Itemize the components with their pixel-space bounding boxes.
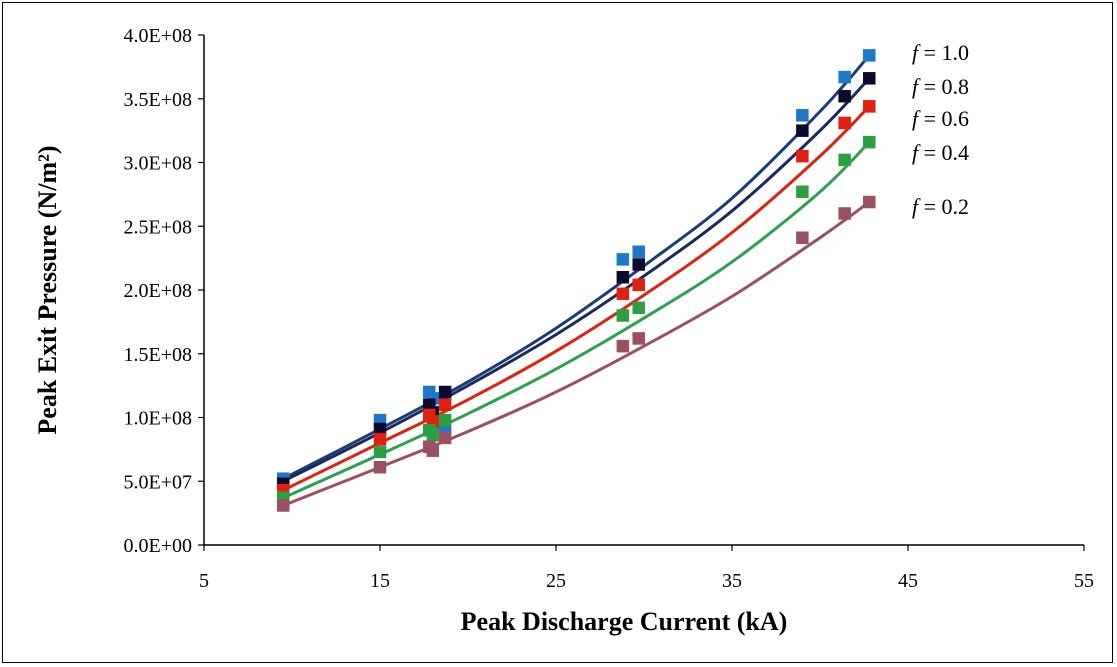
data-point	[632, 301, 645, 315]
legend-label: f = 1.0	[912, 40, 969, 65]
data-point	[373, 432, 387, 446]
data-point	[838, 153, 851, 167]
data-point	[838, 89, 851, 103]
data-point	[438, 385, 452, 399]
y-axis-title: Peak Exit Pressure (N/m²)	[33, 145, 62, 434]
data-point	[863, 195, 876, 209]
data-point	[796, 231, 809, 244]
x-tick-label: 45	[898, 570, 918, 592]
data-point	[616, 253, 630, 266]
data-point	[863, 100, 876, 113]
data-point	[426, 429, 440, 442]
x-tick-label: 15	[370, 570, 390, 592]
data-point	[796, 185, 809, 199]
legend-label: f = 0.2	[912, 194, 969, 219]
y-tick-label: 1.0E+08	[124, 408, 193, 430]
data-point	[863, 72, 876, 85]
data-point	[373, 460, 387, 474]
data-point	[438, 398, 452, 411]
y-tick-label: 2.0E+08	[124, 280, 193, 302]
fit-line	[282, 54, 871, 481]
y-tick-label: 3.0E+08	[124, 153, 193, 175]
data-point	[632, 258, 645, 271]
legend-label: f = 0.8	[912, 74, 969, 99]
data-point	[616, 309, 630, 322]
data-point	[796, 149, 809, 163]
x-axis-title: Peak Discharge Current (kA)	[461, 607, 788, 636]
legend-label: f = 0.6	[912, 106, 969, 131]
data-point	[632, 245, 645, 258]
legend: f = 1.0 f = 0.8 f = 0.6 f = 0.4 f = 0.2	[912, 40, 969, 219]
fit-line	[282, 141, 871, 500]
data-point	[616, 339, 630, 353]
data-point	[796, 124, 809, 137]
data-point	[838, 70, 851, 84]
data-point	[863, 49, 876, 62]
data-point	[863, 135, 876, 149]
data-point	[426, 444, 440, 457]
y-tick-label: 2.5E+08	[124, 216, 193, 238]
data-point	[796, 109, 809, 122]
y-tick-label: 5.0E+07	[124, 471, 193, 493]
y-tick-label: 0.0E+00	[124, 535, 193, 557]
data-point	[632, 332, 645, 345]
y-tick-label: 1.5E+08	[124, 344, 193, 366]
data-point	[838, 207, 851, 220]
fit-line	[282, 77, 871, 483]
data-point	[276, 499, 290, 512]
data-point	[616, 271, 630, 284]
fit-lines	[282, 54, 871, 507]
y-tick-label: 4.0E+08	[124, 25, 193, 47]
data-point	[373, 445, 387, 459]
x-tick-label: 35	[722, 570, 742, 592]
x-tick-label: 25	[546, 570, 566, 592]
data-point	[616, 287, 630, 301]
y-tick-label: 3.5E+08	[124, 89, 193, 111]
data-point	[632, 278, 645, 292]
x-tick-label: 55	[1074, 570, 1094, 592]
data-point	[438, 413, 452, 427]
legend-label: f = 0.4	[912, 140, 969, 165]
data-point	[438, 431, 452, 445]
data-markers	[276, 49, 876, 512]
ticks: 0.0E+00 5.0E+07 1.0E+08 1.5E+08 2.0E+08 2.5E+…	[124, 25, 1095, 592]
x-tick-label: 5	[199, 570, 209, 592]
data-point	[838, 116, 851, 130]
